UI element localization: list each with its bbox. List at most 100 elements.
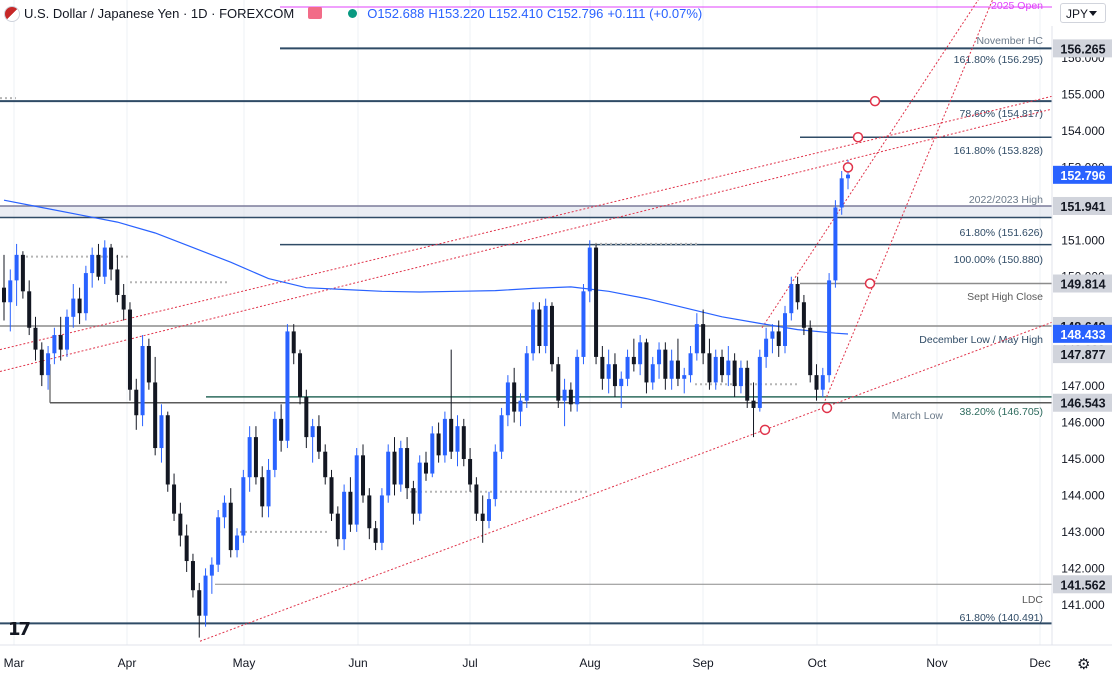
candle xyxy=(486,491,491,529)
candle xyxy=(757,349,762,412)
candle xyxy=(531,302,536,361)
candle-body xyxy=(543,305,548,346)
candle xyxy=(140,335,145,427)
candle xyxy=(820,367,825,398)
candle xyxy=(537,302,542,354)
price-label: 146.543 xyxy=(1060,397,1105,411)
y-tick-label: 147.000 xyxy=(1061,379,1105,393)
price-label: 148.433 xyxy=(1060,328,1105,342)
candle-body xyxy=(480,513,485,521)
candle xyxy=(833,200,838,288)
candle xyxy=(253,426,258,485)
candle-body xyxy=(71,298,76,317)
candle-body xyxy=(190,561,195,591)
x-tick-label: Nov xyxy=(926,656,947,670)
candle xyxy=(694,313,699,361)
currency-selector[interactable]: JPY xyxy=(1060,3,1106,23)
price-label-box xyxy=(1053,39,1112,58)
level-label: 61.80% (140.491) xyxy=(960,612,1043,624)
price-label: 149.814 xyxy=(1060,278,1105,292)
candle xyxy=(216,510,221,572)
candle xyxy=(90,247,95,288)
candle-body xyxy=(468,458,473,485)
candle xyxy=(417,455,422,521)
candle-body xyxy=(764,338,769,357)
candle-body xyxy=(197,590,202,616)
price-label-box xyxy=(1053,393,1112,412)
candle xyxy=(468,448,473,492)
candle xyxy=(153,356,158,456)
candle xyxy=(587,240,592,303)
candle-body xyxy=(354,455,359,525)
candle-body xyxy=(505,382,510,416)
candle-body xyxy=(707,353,712,383)
settings-gear-icon[interactable]: ⚙ xyxy=(1077,656,1091,673)
candle xyxy=(159,404,164,463)
candle-body xyxy=(549,305,554,365)
candle-body xyxy=(153,382,158,449)
candle xyxy=(631,338,636,372)
symbol-title[interactable]: U.S. Dollar / Japanese Yen · 1D · FOREXC… xyxy=(24,5,295,21)
candle-body xyxy=(644,342,649,383)
candle-body xyxy=(461,426,466,459)
candle xyxy=(556,356,561,408)
candle-body xyxy=(789,284,794,314)
candle-body xyxy=(77,298,82,314)
candle-body xyxy=(83,273,88,314)
candle-body xyxy=(411,488,416,514)
candle-body xyxy=(335,513,340,540)
candle xyxy=(316,415,321,459)
y-tick-label: 154.000 xyxy=(1061,124,1105,138)
candle xyxy=(606,349,611,394)
x-tick-label: Sep xyxy=(692,656,714,670)
candle-body xyxy=(682,375,687,379)
candle xyxy=(115,254,120,303)
candle-body xyxy=(272,418,277,470)
candle xyxy=(650,356,655,390)
moving-average-line xyxy=(3,199,849,335)
candle-body xyxy=(8,280,13,303)
candle xyxy=(20,251,25,299)
trendline xyxy=(0,108,1053,372)
candle xyxy=(808,320,813,383)
indicator-color-icon[interactable] xyxy=(308,7,323,19)
candle-body xyxy=(27,291,32,328)
candle xyxy=(707,338,712,390)
x-tick-label: Dec xyxy=(1029,656,1050,670)
trendline xyxy=(0,95,1053,351)
candle-body xyxy=(694,324,699,354)
candle-body xyxy=(531,309,536,354)
candle-body xyxy=(524,353,529,401)
close-value: C152.796 xyxy=(546,5,604,21)
candle xyxy=(304,389,309,449)
candle xyxy=(8,269,13,332)
candle xyxy=(109,243,114,281)
candle-body xyxy=(688,353,693,376)
candle xyxy=(594,243,599,365)
tradingview-logo-icon: 𝟭𝟳 xyxy=(8,619,31,639)
candle xyxy=(272,411,277,478)
candle-body xyxy=(2,287,6,303)
candle xyxy=(127,302,132,401)
candle-body xyxy=(316,426,321,452)
candle xyxy=(644,338,649,394)
candle xyxy=(814,364,819,401)
candle xyxy=(783,305,788,354)
candle-body xyxy=(90,254,95,274)
candle xyxy=(46,345,51,390)
candle-body xyxy=(669,360,674,379)
candle-body xyxy=(625,356,630,379)
candle-body xyxy=(776,331,781,346)
candle xyxy=(713,349,718,390)
candle-body xyxy=(140,345,145,416)
candle-body xyxy=(121,294,126,310)
candle xyxy=(568,382,573,412)
candle xyxy=(52,327,57,365)
candle-body xyxy=(732,360,737,387)
market-status-icon xyxy=(348,8,358,18)
candle-body xyxy=(745,367,750,401)
candle xyxy=(720,349,725,383)
candle-body xyxy=(720,356,725,376)
y-tick-label: 146.000 xyxy=(1061,416,1105,430)
